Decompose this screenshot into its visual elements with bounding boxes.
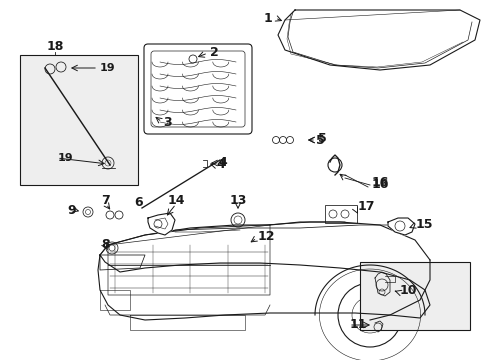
Bar [325, 205, 356, 223]
Text: 16: 16 [371, 176, 388, 189]
Text: 3: 3 [163, 116, 171, 129]
Text: 14: 14 [167, 194, 184, 207]
Text: 10: 10 [399, 284, 417, 297]
Text: 19: 19 [58, 153, 74, 163]
Text: 16: 16 [371, 179, 388, 192]
Text: 13: 13 [229, 194, 246, 207]
Text: 7: 7 [102, 194, 110, 207]
Polygon shape [387, 218, 414, 235]
Text: 17: 17 [357, 201, 375, 213]
Text: 4: 4 [216, 158, 224, 171]
Text: 2: 2 [209, 46, 218, 59]
Text: 12: 12 [258, 230, 275, 243]
Text: 11: 11 [349, 319, 367, 332]
Text: 8: 8 [102, 238, 110, 251]
Text: 5: 5 [315, 134, 324, 147]
Text: 4: 4 [218, 157, 226, 170]
Text: 18: 18 [46, 40, 63, 54]
Text: 15: 15 [415, 217, 433, 230]
Text: 6: 6 [134, 195, 142, 208]
Text: 9: 9 [67, 203, 76, 216]
Text: 19: 19 [100, 63, 115, 73]
Bar [359, 262, 469, 330]
Bar [20, 55, 138, 185]
Polygon shape [148, 213, 175, 235]
Text: 1: 1 [263, 12, 272, 24]
Text: 5: 5 [317, 131, 326, 144]
